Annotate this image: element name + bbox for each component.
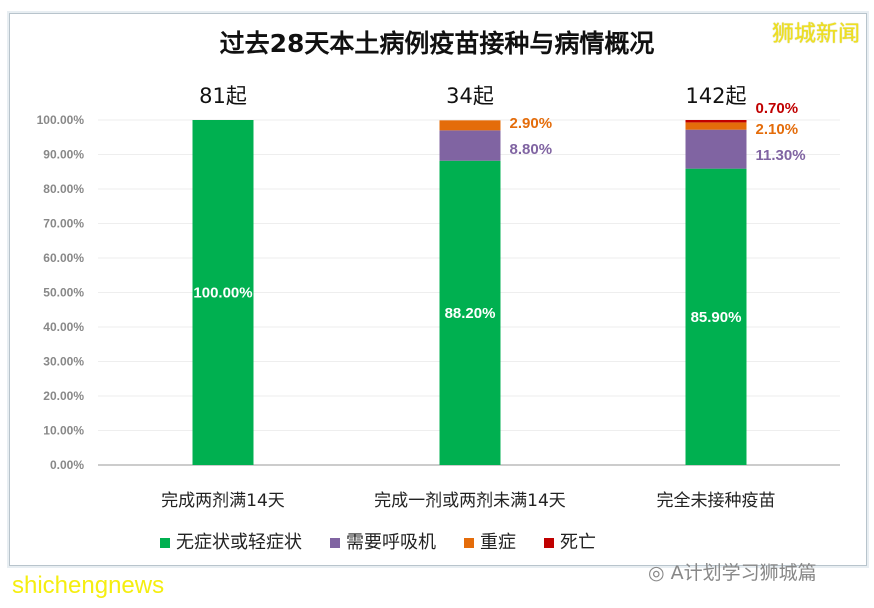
legend-swatch	[160, 538, 170, 548]
y-tick-label: 60.00%	[43, 251, 84, 265]
bar-segment	[192, 120, 254, 465]
bar-segment	[439, 160, 501, 465]
bar-segment	[439, 120, 501, 131]
bar-segment	[685, 168, 747, 465]
total-label: 34起	[446, 84, 494, 108]
y-tick-label: 90.00%	[43, 148, 84, 162]
data-label: 8.80%	[510, 141, 553, 158]
data-label: 2.90%	[510, 115, 553, 132]
total-label: 142起	[685, 84, 746, 108]
y-tick-label: 20.00%	[43, 389, 84, 403]
legend-label: 死亡	[560, 532, 596, 553]
category-label: 完成一剂或两剂未满14天	[374, 491, 566, 511]
legend-item: 需要呼吸机	[330, 528, 436, 554]
y-tick-label: 0.00%	[50, 458, 84, 472]
watermark: shichengnews	[12, 572, 165, 599]
brand-logo: 狮城新闻	[771, 22, 860, 47]
y-tick-label: 30.00%	[43, 355, 84, 369]
legend-swatch	[330, 538, 340, 548]
category-label: 完全未接种疫苗	[657, 491, 776, 511]
legend-swatch	[464, 538, 474, 548]
data-label: 11.30%	[756, 147, 806, 164]
legend: 无症状或轻症状 需要呼吸机 重症 死亡	[160, 528, 596, 554]
legend-item: 无症状或轻症状	[160, 528, 302, 554]
chart-title: 过去28天本土病例疫苗接种与病情概况	[219, 29, 655, 58]
bar-segment	[685, 120, 747, 123]
bar-segment	[685, 122, 747, 130]
legend-swatch	[544, 538, 554, 548]
y-tick-label: 80.00%	[43, 182, 84, 196]
y-tick-label: 70.00%	[43, 217, 84, 231]
data-label: 0.70%	[756, 100, 799, 117]
category-label: 完成两剂满14天	[161, 491, 285, 511]
chart-frame	[9, 13, 867, 566]
data-label: 100.00%	[193, 285, 252, 302]
y-tick-label: 100.00%	[37, 113, 85, 127]
legend-label: 无症状或轻症状	[176, 532, 302, 553]
bar-segment	[685, 129, 747, 169]
y-tick-label: 40.00%	[43, 320, 84, 334]
bar-segment	[439, 130, 501, 161]
data-label: 88.20%	[445, 305, 496, 322]
y-tick-label: 10.00%	[43, 424, 84, 438]
wechat-account: ◎ A计划学习狮城篇	[648, 558, 817, 585]
legend-item: 重症	[464, 528, 516, 554]
data-label: 2.10%	[756, 121, 799, 138]
total-label: 81起	[199, 84, 247, 108]
wechat-icon: ◎	[648, 562, 671, 584]
wechat-account-name: A计划学习狮城篇	[670, 562, 817, 584]
legend-label: 需要呼吸机	[346, 532, 436, 553]
legend-label: 重症	[480, 532, 516, 553]
legend-item: 死亡	[544, 528, 596, 554]
data-label: 85.90%	[691, 309, 742, 326]
y-tick-label: 50.00%	[43, 286, 84, 300]
